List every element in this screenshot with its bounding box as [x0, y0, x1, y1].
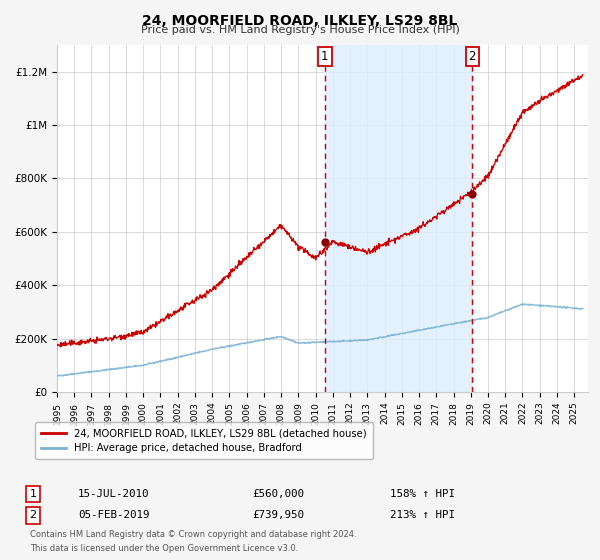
Text: 24, MOORFIELD ROAD, ILKLEY, LS29 8BL: 24, MOORFIELD ROAD, ILKLEY, LS29 8BL [142, 14, 458, 28]
Text: 2: 2 [469, 50, 476, 63]
Text: 05-FEB-2019: 05-FEB-2019 [78, 510, 149, 520]
Text: This data is licensed under the Open Government Licence v3.0.: This data is licensed under the Open Gov… [30, 544, 298, 553]
Text: 213% ↑ HPI: 213% ↑ HPI [390, 510, 455, 520]
Text: 1: 1 [29, 489, 37, 499]
Text: 15-JUL-2010: 15-JUL-2010 [78, 489, 149, 499]
Text: 1: 1 [321, 50, 329, 63]
Text: 2: 2 [29, 510, 37, 520]
Text: Contains HM Land Registry data © Crown copyright and database right 2024.: Contains HM Land Registry data © Crown c… [30, 530, 356, 539]
Text: 158% ↑ HPI: 158% ↑ HPI [390, 489, 455, 499]
Text: £560,000: £560,000 [252, 489, 304, 499]
Text: £739,950: £739,950 [252, 510, 304, 520]
Bar [325, 45, 472, 392]
Legend: 24, MOORFIELD ROAD, ILKLEY, LS29 8BL (detached house), HPI: Average price, detac: 24, MOORFIELD ROAD, ILKLEY, LS29 8BL (de… [35, 422, 373, 459]
Text: Price paid vs. HM Land Registry's House Price Index (HPI): Price paid vs. HM Land Registry's House … [140, 25, 460, 35]
